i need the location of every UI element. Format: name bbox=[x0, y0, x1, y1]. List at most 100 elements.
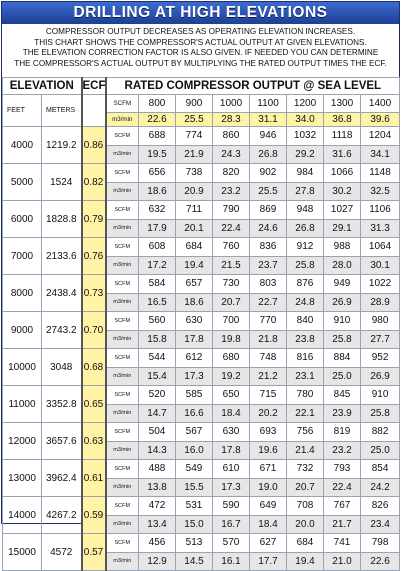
output-m3: 16.6 bbox=[175, 403, 214, 423]
output-scfm: 910 bbox=[323, 311, 362, 331]
unit-label: m3/min bbox=[105, 112, 140, 127]
output-scfm: 472 bbox=[138, 496, 177, 516]
output-m3: 25.8 bbox=[360, 403, 401, 423]
output-scfm: 988 bbox=[323, 237, 362, 257]
output-m3: 17.9 bbox=[138, 218, 177, 238]
elevation-header: ELEVATION bbox=[1, 77, 83, 95]
output-m3: 34.1 bbox=[360, 144, 401, 164]
rated-m3: 31.1 bbox=[249, 112, 288, 127]
output-m3: 19.8 bbox=[212, 329, 251, 349]
output-scfm: 912 bbox=[286, 237, 325, 257]
rated-scfm: 900 bbox=[175, 94, 214, 113]
output-scfm: 570 bbox=[212, 533, 251, 553]
output-scfm: 711 bbox=[175, 200, 214, 220]
output-m3: 20.9 bbox=[175, 181, 214, 201]
output-scfm: 456 bbox=[138, 533, 177, 553]
rated-m3: 28.3 bbox=[212, 112, 251, 127]
output-m3: 21.5 bbox=[212, 255, 251, 275]
output-scfm: 684 bbox=[175, 237, 214, 257]
output-m3: 29.2 bbox=[286, 144, 325, 164]
output-m3: 26.8 bbox=[286, 218, 325, 238]
output-m3: 15.4 bbox=[138, 366, 177, 386]
output-scfm: 876 bbox=[286, 274, 325, 294]
ecf-value: 0.73 bbox=[80, 274, 107, 312]
ecf-value: 0.70 bbox=[80, 311, 107, 349]
output-m3: 19.5 bbox=[138, 144, 177, 164]
output-scfm: 544 bbox=[138, 348, 177, 368]
output-m3: 28.9 bbox=[360, 292, 401, 312]
output-m3: 21.2 bbox=[249, 366, 288, 386]
output-scfm: 1106 bbox=[360, 200, 401, 220]
output-scfm: 632 bbox=[138, 200, 177, 220]
output-m3: 19.4 bbox=[286, 551, 325, 571]
output-scfm: 948 bbox=[286, 200, 325, 220]
output-scfm: 688 bbox=[138, 126, 177, 146]
rated-m3: 22.6 bbox=[138, 112, 177, 127]
output-scfm: 656 bbox=[138, 163, 177, 183]
output-table: ELEVATION ECF RATED COMPRESSOR OUTPUT @ … bbox=[1, 77, 401, 571]
output-scfm: 520 bbox=[138, 385, 177, 405]
output-m3: 14.3 bbox=[138, 440, 177, 460]
output-scfm: 984 bbox=[286, 163, 325, 183]
output-scfm: 531 bbox=[175, 496, 214, 516]
output-scfm: 741 bbox=[323, 533, 362, 553]
intro-line: THIS CHART SHOWS THE COMPRESSOR'S ACTUAL… bbox=[34, 37, 367, 47]
output-scfm: 730 bbox=[212, 274, 251, 294]
output-m3: 25.0 bbox=[323, 366, 362, 386]
unit-label: m3/min bbox=[105, 181, 140, 201]
output-m3: 22.4 bbox=[212, 218, 251, 238]
output-scfm: 1064 bbox=[360, 237, 401, 257]
meters-header: METERS bbox=[40, 94, 83, 127]
output-m3: 32.5 bbox=[360, 181, 401, 201]
output-m3: 18.6 bbox=[175, 292, 214, 312]
unit-label: SCFM bbox=[105, 126, 140, 146]
output-m3: 23.1 bbox=[286, 366, 325, 386]
output-m3: 17.3 bbox=[212, 477, 251, 497]
output-m3: 14.5 bbox=[175, 551, 214, 571]
elevation-meters: 3352.8 bbox=[40, 385, 83, 423]
output-scfm: 610 bbox=[212, 459, 251, 479]
ecf-blank bbox=[80, 94, 107, 127]
output-scfm: 820 bbox=[212, 163, 251, 183]
output-m3: 16.0 bbox=[175, 440, 214, 460]
elevation-feet: 14000 bbox=[2, 496, 42, 534]
table-row: m3/min 17.2 19.4 21.5 23.7 25.8 28.0 30.1 bbox=[3, 255, 401, 275]
table-row: m3/min 13.8 15.5 17.3 19.0 20.7 22.4 24.2 bbox=[3, 477, 401, 497]
output-scfm: 840 bbox=[286, 311, 325, 331]
output-m3: 25.5 bbox=[249, 181, 288, 201]
output-m3: 31.6 bbox=[323, 144, 362, 164]
rated-m3: 39.6 bbox=[360, 112, 401, 127]
elevation-meters: 2438.4 bbox=[40, 274, 83, 312]
output-m3: 26.8 bbox=[249, 144, 288, 164]
output-m3: 31.3 bbox=[360, 218, 401, 238]
ecf-value: 0.76 bbox=[80, 237, 107, 275]
feet-header: FEET bbox=[2, 94, 42, 127]
output-scfm: 608 bbox=[138, 237, 177, 257]
output-m3: 15.8 bbox=[138, 329, 177, 349]
output-scfm: 738 bbox=[175, 163, 214, 183]
output-scfm: 1032 bbox=[286, 126, 325, 146]
output-m3: 14.7 bbox=[138, 403, 177, 423]
output-m3: 15.0 bbox=[175, 514, 214, 534]
output-scfm: 816 bbox=[286, 348, 325, 368]
output-m3: 27.7 bbox=[360, 329, 401, 349]
rated-output-header: RATED COMPRESSOR OUTPUT @ SEA LEVEL bbox=[105, 77, 401, 95]
elevation-meters: 3962.4 bbox=[40, 459, 83, 497]
table-row: 13000 3962.4 0.61 SCFM 488 549 610 671 732 793 854 bbox=[2, 459, 401, 497]
output-m3: 27.8 bbox=[286, 181, 325, 201]
output-m3: 17.3 bbox=[175, 366, 214, 386]
output-scfm: 630 bbox=[175, 311, 214, 331]
output-m3: 21.0 bbox=[323, 551, 362, 571]
output-scfm: 748 bbox=[249, 348, 288, 368]
output-scfm: 946 bbox=[249, 126, 288, 146]
output-scfm: 700 bbox=[212, 311, 251, 331]
ecf-value: 0.82 bbox=[80, 163, 107, 201]
rated-m3: 36.8 bbox=[323, 112, 362, 127]
output-m3: 20.7 bbox=[212, 292, 251, 312]
output-m3: 15.5 bbox=[175, 477, 214, 497]
output-scfm: 671 bbox=[249, 459, 288, 479]
output-m3: 22.7 bbox=[249, 292, 288, 312]
output-scfm: 819 bbox=[323, 422, 362, 442]
output-scfm: 803 bbox=[249, 274, 288, 294]
output-m3: 18.6 bbox=[138, 181, 177, 201]
